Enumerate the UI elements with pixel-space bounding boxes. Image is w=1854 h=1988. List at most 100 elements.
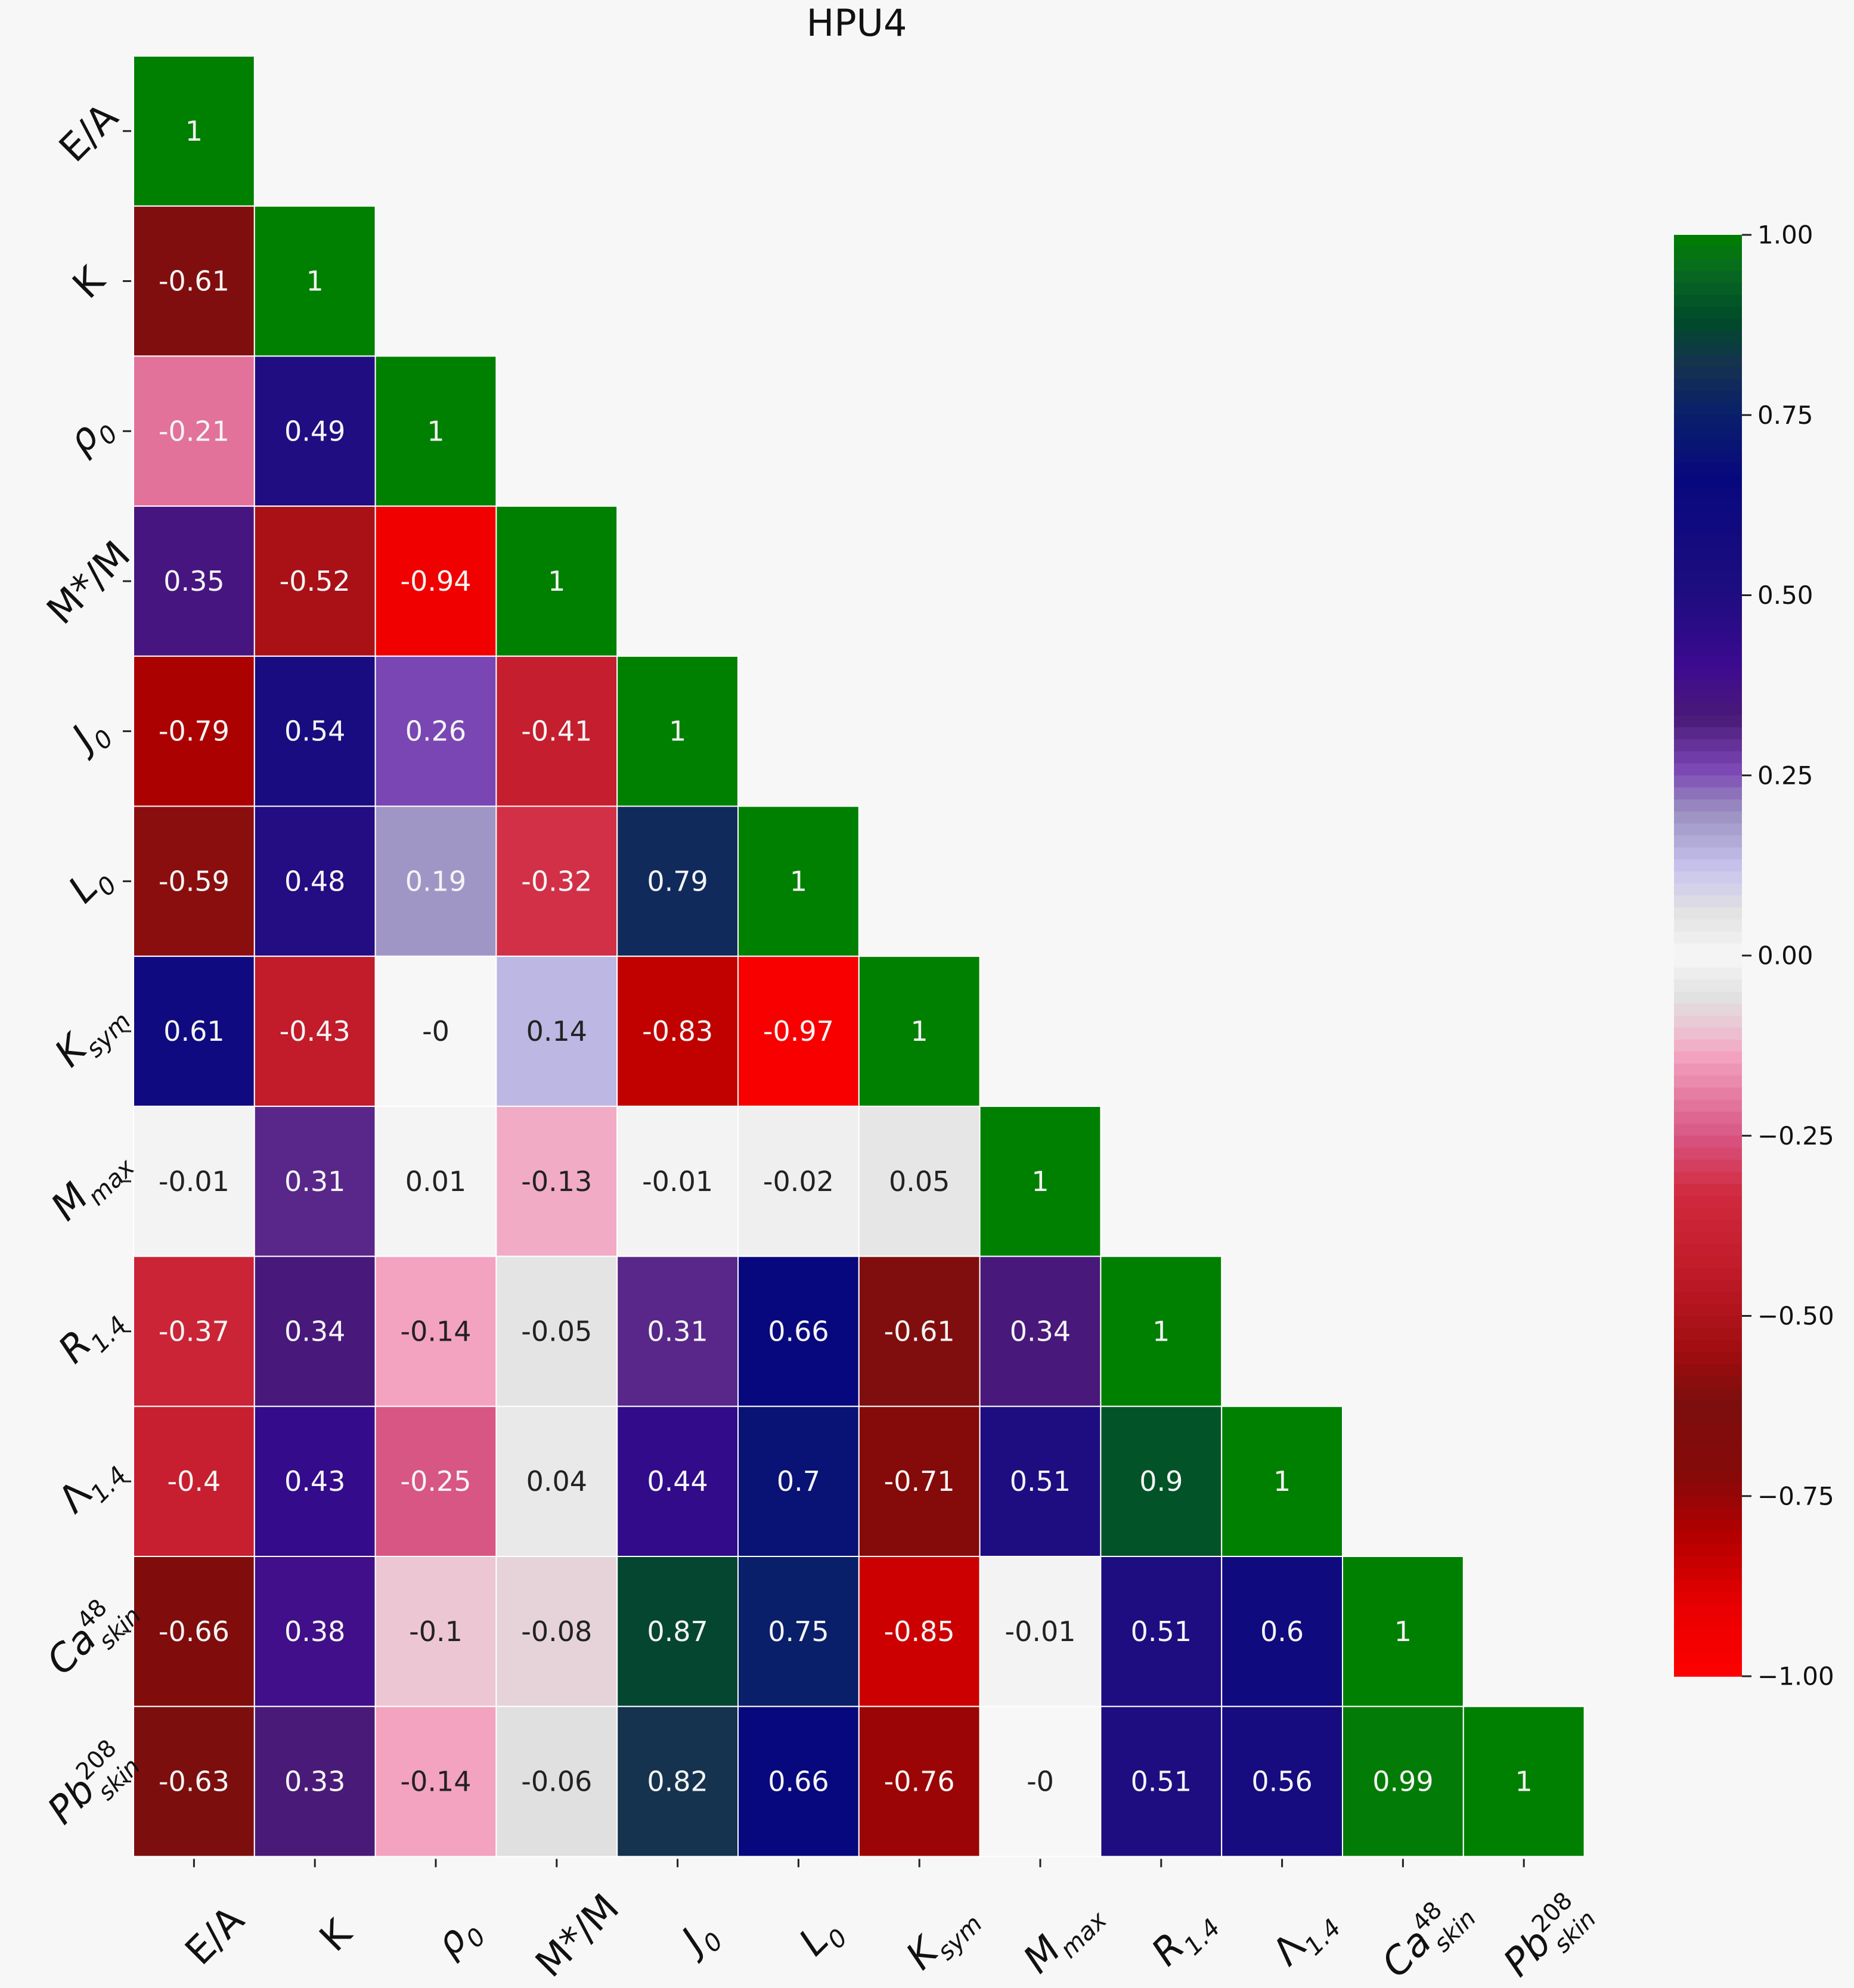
colorbar-tick-label: −0.25 xyxy=(1757,1121,1834,1150)
y-tick-label: R1.4 xyxy=(50,1295,132,1377)
cell-rect xyxy=(495,655,618,807)
cell-rect xyxy=(1342,1556,1464,1707)
cell-value-label: 0.82 xyxy=(647,1766,708,1798)
colorbar-segment xyxy=(1674,619,1742,632)
heatmap-cell: -0.1 xyxy=(374,1556,497,1707)
cell-value-label: -0.63 xyxy=(159,1766,230,1798)
colorbar-segment xyxy=(1674,451,1742,464)
colorbar-segment xyxy=(1674,1232,1742,1245)
colorbar-segment xyxy=(1674,631,1742,644)
cell-rect xyxy=(737,1255,860,1407)
cell-value-label: 0.61 xyxy=(163,1015,224,1047)
cell-value-label: 1 xyxy=(1152,1315,1170,1347)
heatmap-cell: 0.31 xyxy=(616,1255,739,1407)
cell-rect xyxy=(495,956,618,1107)
heatmap-cell: 0.9 xyxy=(1100,1406,1223,1558)
colorbar-segment xyxy=(1674,1556,1742,1569)
cell-rect xyxy=(737,805,860,957)
cell-value-label: 0.38 xyxy=(284,1615,345,1648)
heatmap-cell: 0.43 xyxy=(253,1406,376,1558)
cell-value-label: 0.26 xyxy=(405,715,466,748)
colorbar-segment xyxy=(1674,306,1742,320)
colorbar-segment xyxy=(1674,1171,1742,1184)
heatmap-cell: -0.06 xyxy=(495,1705,618,1857)
cell-rect xyxy=(374,1105,497,1257)
heatmap-cell: 0.99 xyxy=(1342,1705,1464,1857)
heatmap-cell: 0.51 xyxy=(1100,1705,1223,1857)
cell-value-label: 0.66 xyxy=(768,1766,829,1798)
colorbar-segment xyxy=(1674,1520,1742,1533)
cell-value-label: -0.61 xyxy=(884,1315,955,1347)
cell-rect xyxy=(253,1705,376,1857)
heatmap-cell: 1 xyxy=(858,956,981,1107)
colorbar-segment xyxy=(1674,1196,1742,1208)
heatmap-cell: -0.85 xyxy=(858,1556,981,1707)
cell-value-label: 0.35 xyxy=(163,565,224,597)
colorbar-segment xyxy=(1674,1664,1742,1677)
cell-value-label: 0.51 xyxy=(1131,1615,1192,1648)
colorbar-segment xyxy=(1674,1460,1742,1473)
cell-value-label: -0.21 xyxy=(159,415,230,447)
heatmap-cell: -0 xyxy=(979,1705,1102,1857)
cell-value-label: 0.04 xyxy=(526,1465,587,1497)
cell-rect xyxy=(616,805,739,957)
cell-rect xyxy=(1221,1705,1343,1857)
cell-rect xyxy=(374,355,497,507)
colorbar-segment xyxy=(1674,294,1742,308)
heatmap-cell: 0.31 xyxy=(253,1105,376,1257)
cell-value-label: 0.66 xyxy=(768,1315,829,1347)
cell-rect xyxy=(858,956,981,1107)
y-tick-label: Ca48skin xyxy=(36,1581,146,1691)
colorbar-tick-label: 0.50 xyxy=(1757,581,1813,610)
heatmap-cell: 1 xyxy=(253,205,376,357)
cell-rect xyxy=(495,1255,618,1407)
colorbar-segment xyxy=(1674,571,1742,584)
cell-rect xyxy=(133,956,255,1107)
cell-rect xyxy=(253,205,376,357)
colorbar-segment xyxy=(1674,583,1742,596)
heatmap-cell: 0.04 xyxy=(495,1406,618,1558)
heatmap-cell: 1 xyxy=(616,655,739,807)
cell-rect xyxy=(737,1705,860,1857)
cell-rect xyxy=(133,1705,255,1857)
heatmap-cell: -0.01 xyxy=(616,1105,739,1257)
colorbar-segment xyxy=(1674,283,1742,296)
cell-value-label: -0.32 xyxy=(521,865,592,897)
colorbar-segment xyxy=(1674,235,1742,247)
cell-rect xyxy=(253,805,376,957)
colorbar-segment xyxy=(1674,679,1742,692)
heatmap-cell: -0.32 xyxy=(495,805,618,957)
cell-value-label: -0.97 xyxy=(763,1015,834,1047)
colorbar-segment xyxy=(1674,1063,1742,1077)
heatmap-cell: 0.26 xyxy=(374,655,497,807)
colorbar-segment xyxy=(1674,943,1742,956)
x-tick-label: M*/M xyxy=(528,1885,628,1986)
cell-value-label: -0.08 xyxy=(521,1615,592,1648)
colorbar-segment xyxy=(1674,667,1742,680)
cell-value-label: -0.79 xyxy=(159,715,230,748)
heatmap-cell: 0.01 xyxy=(374,1105,497,1257)
colorbar-segment xyxy=(1674,1580,1742,1593)
colorbar-segment xyxy=(1674,367,1742,380)
colorbar-segment xyxy=(1674,1388,1742,1401)
x-tick-label: Mmax xyxy=(1015,1890,1112,1987)
heatmap-cell: 0.79 xyxy=(616,805,739,957)
cell-value-label: -0.94 xyxy=(400,565,471,597)
colorbar-segment xyxy=(1674,1040,1742,1052)
heatmap-cell: 1 xyxy=(1221,1406,1343,1558)
colorbar-segment xyxy=(1674,979,1742,993)
cell-value-label: -0.4 xyxy=(168,1465,221,1497)
cell-value-label: 0.7 xyxy=(777,1465,820,1497)
heatmap-cell: -0.14 xyxy=(374,1255,497,1407)
cell-value-label: -0.02 xyxy=(763,1165,834,1198)
heatmap-cell: 1 xyxy=(737,805,860,957)
colorbar-segment xyxy=(1674,1304,1742,1317)
heatmap-cell: 1 xyxy=(979,1105,1102,1257)
colorbar-segment xyxy=(1674,1183,1742,1196)
cell-rect xyxy=(1342,1705,1464,1857)
y-tick-label: ρ0 xyxy=(59,404,123,468)
cell-rect xyxy=(495,805,618,957)
colorbar-tick-label: −1.00 xyxy=(1757,1662,1834,1691)
y-tick-label: J0 xyxy=(59,708,119,768)
colorbar-segment xyxy=(1674,595,1742,608)
